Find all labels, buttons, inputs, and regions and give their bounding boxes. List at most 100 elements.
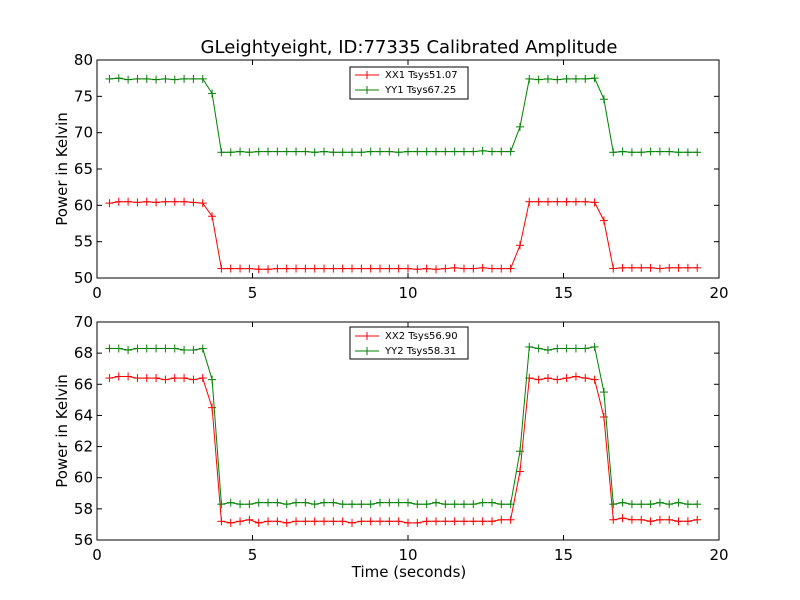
top-series-xx1-point	[404, 264, 412, 273]
top-legend-yy1-label: YY1 Tsys67.25	[384, 85, 456, 96]
top-series-yy1-point	[459, 147, 468, 156]
bottom-series-xx2-point	[133, 374, 142, 383]
top-series-yy1-point	[366, 147, 375, 156]
top-y-tick-label: 80	[74, 51, 93, 69]
top-series-yy1-point	[431, 147, 440, 156]
bottom-series-xx2-point	[674, 517, 683, 526]
bottom-series-xx2-point	[124, 372, 133, 381]
top-series-yy1-point	[404, 147, 412, 156]
bottom-y-tick-label: 56	[74, 531, 93, 549]
top-series-yy1-point	[217, 148, 226, 157]
bottom-series-yy2-point	[236, 500, 245, 509]
bottom-series-xx2-point	[599, 412, 608, 421]
top-series-yy1-point	[665, 147, 674, 156]
top-series-yy1-point	[376, 147, 385, 156]
top-series-xx1-point	[198, 199, 207, 208]
bottom-series-xx2-point	[329, 517, 338, 526]
top-series-xx1-point	[581, 197, 590, 206]
top-series-xx1-point	[497, 264, 506, 273]
bottom-series-xx2-point	[348, 518, 357, 527]
top-series-yy1-point	[105, 74, 114, 83]
top-series-xx1-point	[217, 264, 226, 273]
top-y-tick-label: 50	[74, 269, 93, 287]
top-series-xx1-point	[282, 264, 291, 273]
bottom-series-xx2-point	[310, 517, 319, 526]
top-series-yy1-point	[618, 147, 627, 156]
top-series-yy1-point	[170, 75, 179, 84]
bottom-series-xx2-point	[431, 517, 440, 526]
bottom-series-yy2-point	[450, 500, 459, 509]
bottom-series-yy2-point	[357, 500, 366, 509]
bottom-series-xx2-point	[478, 517, 487, 526]
top-ticks: 0 5 10 15 20 50 55 60 65 70 75 80	[74, 51, 729, 302]
bottom-series-yy2-point	[292, 498, 301, 507]
top-series-yy1-point	[329, 148, 338, 157]
top-series-xx1-point	[637, 263, 646, 272]
top-series-xx1-point	[525, 197, 534, 206]
bottom-series-yy2-point	[562, 344, 571, 353]
top-y-tick-label: 55	[74, 233, 93, 251]
top-series-yy1-point	[357, 148, 366, 157]
bottom-y-axis-label: Power in Kelvin	[53, 374, 71, 488]
bottom-series-yy2-point	[655, 498, 664, 507]
bottom-series-yy2-point	[301, 498, 310, 507]
top-series-xx1-point	[506, 264, 515, 273]
bottom-series-xx2-point	[469, 517, 478, 526]
top-y-tick-label: 70	[74, 124, 93, 142]
bottom-series-yy2-point	[348, 500, 357, 509]
top-series-yy1-point	[133, 74, 142, 83]
top-series-xx1-line	[109, 201, 698, 270]
top-series-xx1-point	[105, 199, 114, 208]
top-series-yy1-point	[394, 148, 403, 157]
top-series-xx1-point	[114, 197, 123, 206]
bottom-series-yy2-point	[469, 500, 478, 509]
top-series-yy1-point	[674, 148, 683, 157]
top-x-tick-label: 5	[248, 284, 258, 302]
bottom-series-yy2-point	[366, 500, 375, 509]
bottom-series-yy2-point	[198, 344, 207, 353]
bottom-y-tick-label: 70	[74, 313, 93, 331]
bottom-series-yy2-point	[394, 498, 403, 507]
top-series-yy1-point	[198, 74, 207, 83]
bottom-series-yy2-point	[422, 500, 431, 509]
top-series-xx1-point	[254, 265, 263, 274]
top-series-yy1-point	[441, 147, 450, 156]
top-series-xx1-point	[693, 263, 702, 272]
bottom-series-yy2-point	[441, 500, 450, 509]
top-series-yy1-point	[515, 122, 524, 131]
bottom-y-tick-label: 66	[74, 375, 93, 393]
top-series-yy1-point	[142, 74, 151, 83]
top-series-yy1-point	[208, 89, 217, 98]
bottom-series-yy2-point	[618, 498, 627, 507]
bottom-y-tick-label: 64	[74, 406, 93, 424]
top-series-xx1-point	[385, 264, 394, 273]
top-series-xx1-point	[413, 265, 422, 274]
bottom-series-xx2-point	[609, 515, 618, 524]
top-series-xx1-point	[571, 197, 580, 206]
top-series-xx1-point	[543, 197, 552, 206]
top-series-yy1-point	[497, 147, 506, 156]
bottom-series-xx2-point	[683, 517, 692, 526]
bottom-legend-yy2-label: YY2 Tsys58.31	[384, 346, 456, 357]
bottom-series-yy2-point	[273, 498, 282, 507]
bottom-series-xx2-point	[189, 375, 198, 384]
top-series-xx1-point	[515, 241, 524, 250]
top-series-xx1-point	[609, 264, 618, 273]
top-series-xx1-point	[320, 264, 329, 273]
top-series-xx1-point	[208, 212, 217, 221]
top-series-xx1-point	[590, 198, 599, 207]
bottom-y-tick-label: 58	[74, 500, 93, 518]
bottom-series-xx2-point	[534, 375, 543, 384]
top-series-xx1-point	[142, 197, 151, 206]
bottom-series-xx2-point	[441, 517, 450, 526]
bottom-series-yy2-point	[320, 498, 329, 507]
bottom-series-yy2-point	[637, 500, 646, 509]
top-y-tick-label: 60	[74, 196, 93, 214]
bottom-series-xx2-point	[618, 514, 627, 523]
bottom-series-yy2-point	[170, 344, 179, 353]
top-series-yy1-point	[189, 74, 198, 83]
bottom-series-yy2-point	[534, 344, 543, 353]
top-series-xx1-point	[124, 197, 133, 206]
